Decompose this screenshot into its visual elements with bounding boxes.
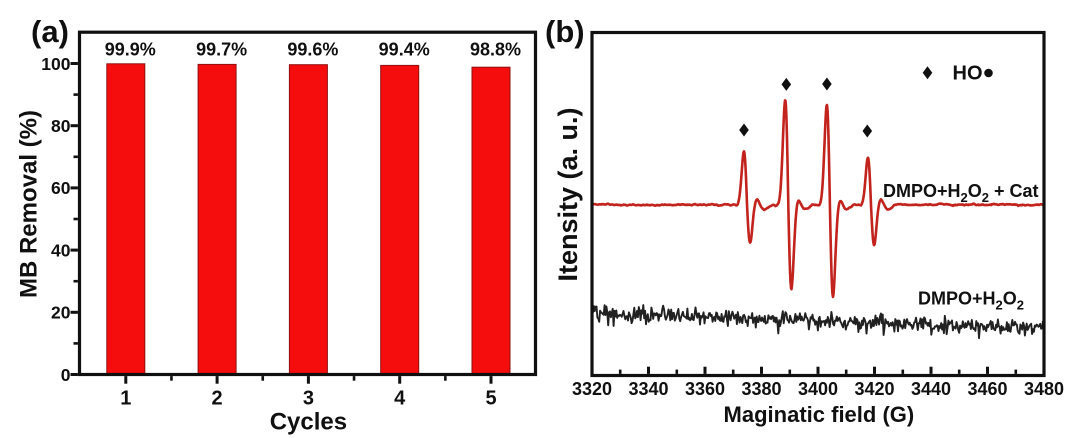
- svg-text:0: 0: [61, 365, 71, 385]
- svg-text:3320: 3320: [572, 379, 612, 399]
- svg-text:(a): (a): [31, 14, 69, 49]
- svg-text:3400: 3400: [798, 379, 838, 399]
- svg-text:98.8%: 98.8%: [470, 40, 521, 60]
- svg-text:3380: 3380: [741, 379, 781, 399]
- svg-text:3480: 3480: [1024, 379, 1064, 399]
- svg-text:3460: 3460: [967, 379, 1007, 399]
- svg-text:3420: 3420: [854, 379, 894, 399]
- svg-text:60: 60: [51, 178, 71, 198]
- svg-text:5: 5: [485, 388, 496, 410]
- svg-text:DMPO+H2O2: DMPO+H2O2: [918, 289, 1024, 313]
- svg-text:HO: HO: [953, 63, 983, 85]
- svg-text:80: 80: [51, 116, 71, 136]
- svg-text:Maginatic field (G): Maginatic field (G): [724, 402, 915, 427]
- svg-text:3360: 3360: [685, 379, 725, 399]
- svg-text:2: 2: [212, 388, 223, 410]
- svg-text:99.4%: 99.4%: [379, 40, 430, 60]
- svg-text:99.9%: 99.9%: [105, 40, 156, 60]
- svg-text:DMPO+H2O2 + Cat: DMPO+H2O2 + Cat: [883, 181, 1039, 205]
- svg-text:99.7%: 99.7%: [196, 40, 247, 60]
- svg-text:1: 1: [120, 388, 131, 410]
- svg-text:Itensity (a. u.): Itensity (a. u.): [553, 107, 583, 281]
- svg-text:3: 3: [303, 388, 314, 410]
- svg-text:Cycles: Cycles: [270, 409, 347, 436]
- svg-text:100: 100: [41, 54, 70, 74]
- svg-text:(b): (b): [545, 14, 585, 49]
- svg-text:3440: 3440: [911, 379, 951, 399]
- svg-text:4: 4: [394, 388, 406, 410]
- svg-text:20: 20: [51, 303, 71, 323]
- svg-text:99.6%: 99.6%: [287, 40, 338, 60]
- svg-text:MB Removal (%): MB Removal (%): [16, 110, 43, 298]
- svg-text:3340: 3340: [628, 379, 668, 399]
- svg-text:40: 40: [51, 240, 71, 260]
